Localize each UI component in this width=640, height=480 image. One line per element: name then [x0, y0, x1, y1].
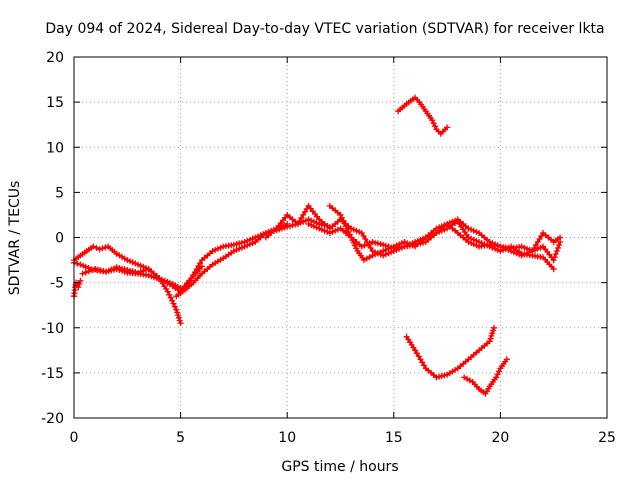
y-tick-label: -5: [50, 276, 64, 292]
y-tick-label: 10: [46, 140, 64, 156]
x-tick-label: 0: [70, 430, 79, 446]
x-tick-label: 25: [598, 430, 616, 446]
data-series: [71, 94, 564, 397]
series-track-11: [395, 94, 451, 137]
series-line: [405, 327, 496, 379]
series-track-12: [403, 324, 497, 381]
series-track-10: [305, 218, 557, 273]
series-markers: [395, 94, 451, 137]
x-axis-label: GPS time / hours: [281, 459, 398, 475]
series-line: [463, 358, 508, 395]
y-tick-label: 20: [46, 50, 64, 66]
series-markers: [181, 263, 205, 291]
series-track-3: [79, 264, 184, 295]
y-tick-label: 0: [55, 231, 64, 247]
y-tick-label: -15: [41, 366, 64, 382]
y-axis-label: SDTVAR / TECUs: [7, 181, 23, 296]
series-track-5: [173, 216, 333, 300]
y-tick-label: -20: [41, 411, 64, 427]
x-tick-label: 15: [385, 430, 403, 446]
x-tick-label: 20: [491, 430, 509, 446]
series-line: [397, 96, 448, 135]
x-tick-label: 10: [278, 430, 296, 446]
series-track-4: [71, 277, 84, 300]
series-track-13: [461, 356, 510, 397]
series-markers: [461, 356, 510, 397]
series-markers: [403, 324, 497, 381]
chart-title: Day 094 of 2024, Sidereal Day-to-day VTE…: [45, 21, 604, 37]
y-tick-label: 15: [46, 95, 64, 111]
y-tick-label: 5: [55, 185, 64, 201]
plot-frame: [73, 56, 608, 419]
series-line: [175, 218, 331, 298]
series-markers: [173, 216, 333, 300]
y-tick-label: -10: [41, 321, 64, 337]
gridlines: [74, 57, 607, 418]
x-tick-label: 5: [176, 430, 185, 446]
series-markers: [305, 218, 557, 273]
axis-ticks: 0 5 10 15 20 25 -20 -15 -10 -5 0 5 10 15 20: [41, 50, 616, 446]
series-markers: [71, 277, 84, 300]
series-track-7: [181, 263, 205, 291]
series-markers: [79, 264, 184, 295]
